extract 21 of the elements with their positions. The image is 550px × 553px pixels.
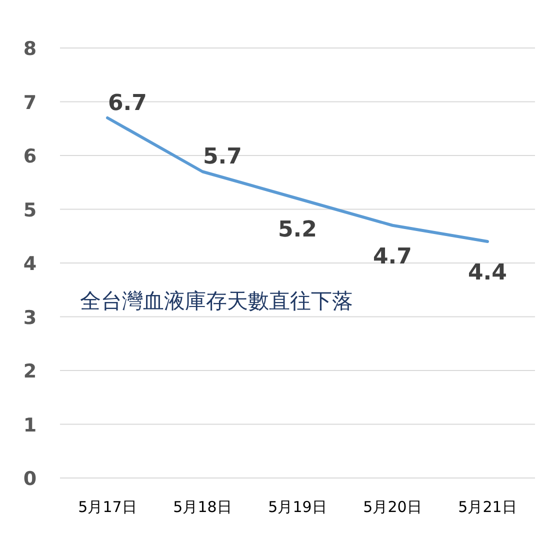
line-series <box>106 116 489 243</box>
data-label: 5.7 <box>203 144 242 170</box>
y-tick-label: 7 <box>23 92 37 114</box>
x-tick-label: 5月20日 <box>363 498 422 516</box>
y-tick-label: 0 <box>23 468 37 490</box>
y-tick-label: 8 <box>23 38 37 60</box>
data-label: 4.4 <box>468 260 507 286</box>
data-label: 5.2 <box>278 218 317 242</box>
y-tick-label: 3 <box>23 306 37 329</box>
data-label: 4.7 <box>373 244 412 270</box>
y-tick-label: 1 <box>23 414 37 436</box>
x-tick-label: 5月21日 <box>458 498 517 516</box>
x-tick-label: 5月18日 <box>173 498 232 516</box>
y-tick-label: 4 <box>23 253 37 275</box>
x-tick-label: 5月19日 <box>268 498 327 516</box>
y-tick-label: 2 <box>23 360 37 382</box>
text: 全台灣血液庫存天數直往下落 <box>80 289 353 313</box>
y-tick-label: 6 <box>23 146 37 168</box>
y-tick-label: 5 <box>23 199 37 222</box>
data-label: 6.7 <box>108 90 147 116</box>
x-tick-label: 5月17日 <box>78 498 137 516</box>
